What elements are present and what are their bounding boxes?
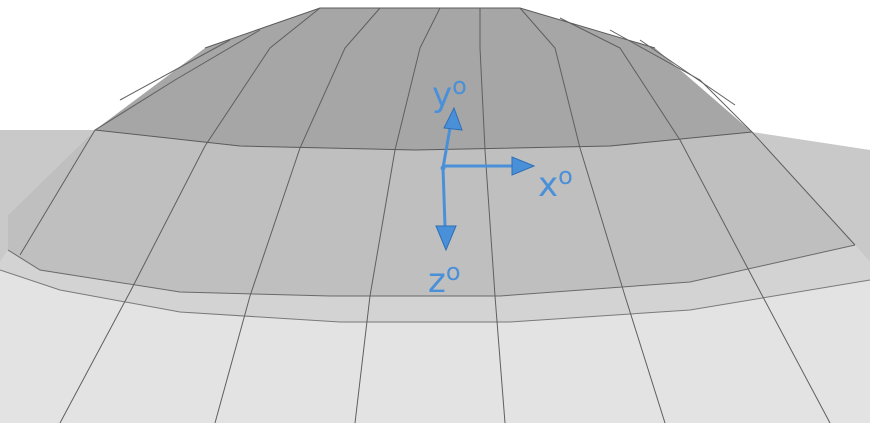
mesh-meridian <box>479 8 506 423</box>
mesh-meridian <box>119 39 231 101</box>
z-axis-line <box>441 167 447 227</box>
mesh-meridian <box>354 7 441 423</box>
mesh-meridian <box>214 7 381 423</box>
mesh-meridian <box>609 29 856 246</box>
mesh-meridian <box>59 7 321 423</box>
x-axis-label: xo <box>538 162 573 205</box>
y-axis-arrowhead <box>443 106 463 131</box>
y-axis-line <box>441 127 452 169</box>
mesh-shade-left <box>0 130 95 262</box>
mesh-meridians <box>19 7 856 423</box>
coordinate-frame: yo xo zo <box>428 72 573 301</box>
x-axis-arrowhead <box>511 156 536 176</box>
z-axis-label: zo <box>428 258 461 301</box>
mesh-latitude-2 <box>94 129 753 151</box>
mesh-latitude-3 <box>7 244 856 297</box>
mesh-latitude-1 <box>204 7 656 49</box>
y-axis-label: yo <box>432 72 467 115</box>
mesh-band-top <box>95 8 752 150</box>
mesh-shade-right <box>752 132 870 262</box>
z-axis-arrowhead <box>435 225 457 252</box>
sphere-mesh <box>0 7 870 423</box>
mesh-meridian <box>559 17 831 423</box>
mesh-meridian <box>639 39 736 106</box>
mesh-meridian <box>519 7 666 423</box>
mesh-meridian <box>19 29 261 256</box>
mesh-band-upper <box>8 130 855 296</box>
mesh-latitude-4 <box>0 269 870 323</box>
